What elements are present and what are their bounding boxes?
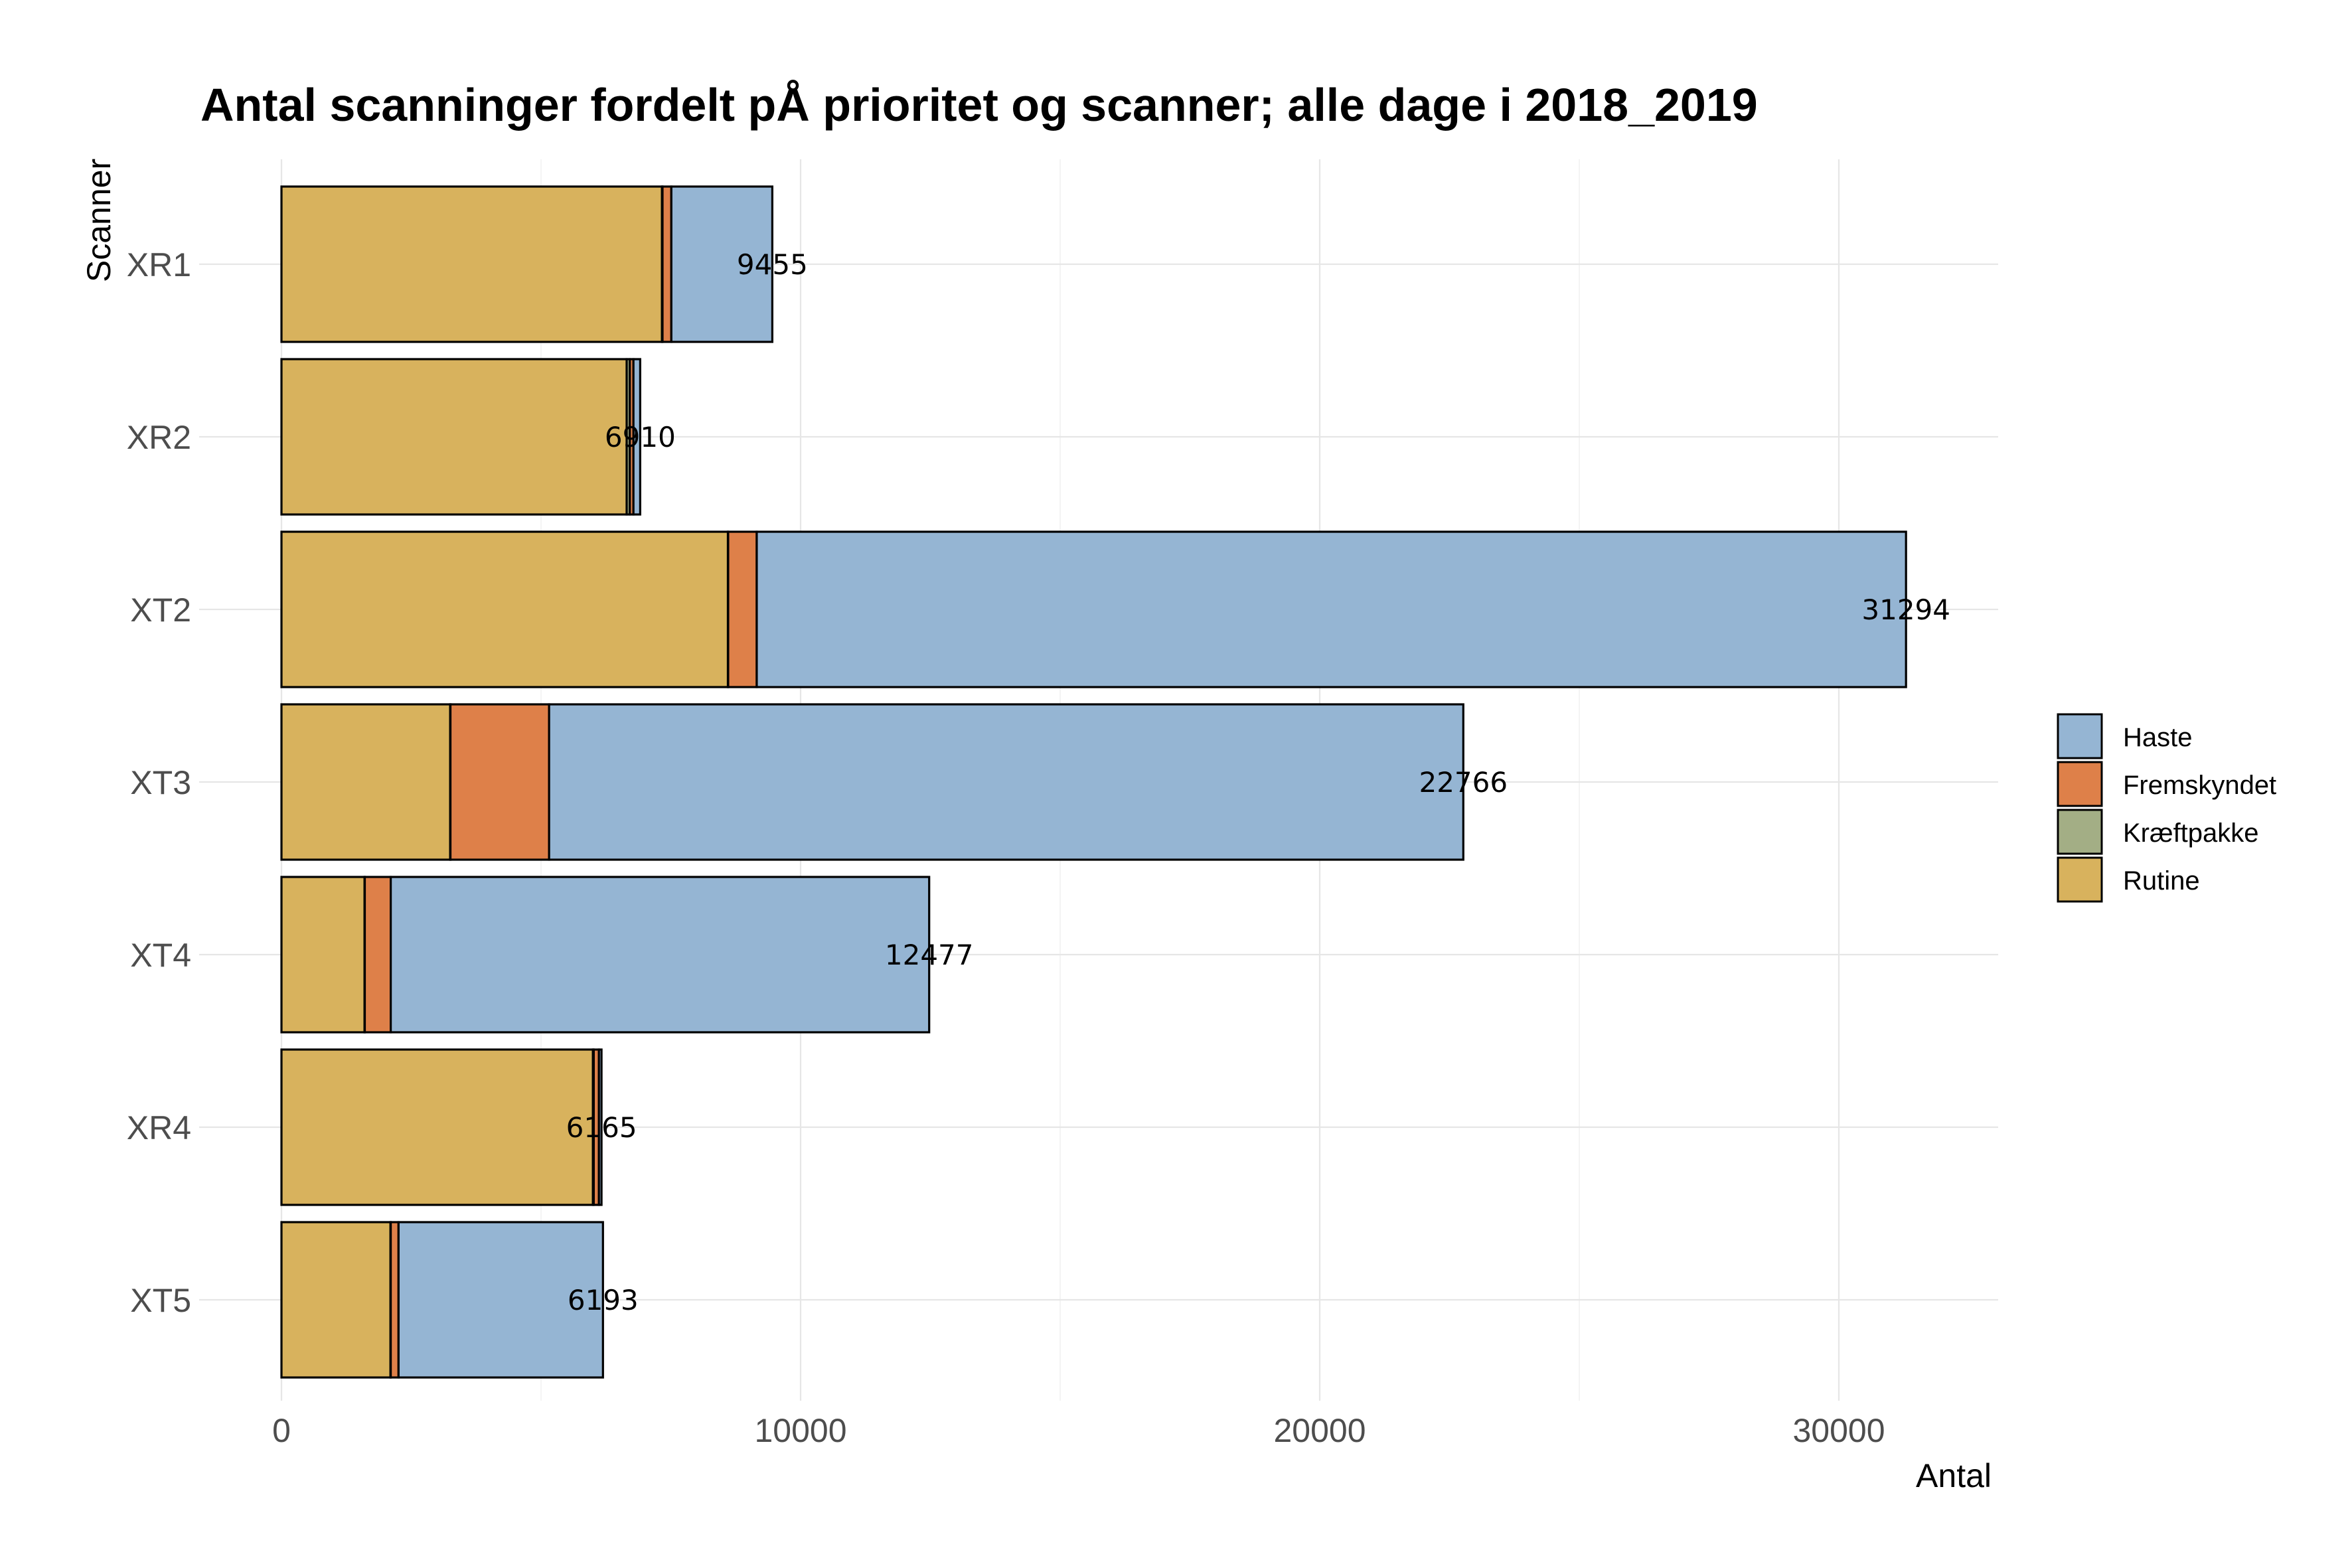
y-axis-title: Scanner [80,159,118,282]
bar-segment-xt4-fremskyndet [363,876,392,1034]
y-tick-label-xt5: XT5 [130,1282,191,1319]
bar-segment-xt2-fremskyndet [727,530,758,688]
total-label-xr1: 9455 [737,248,808,281]
y-tick-label-xt3: XT3 [130,764,191,801]
bar-segment-xr1-fremskyndet [661,185,672,343]
bar-segment-xt5-fremskyndet [390,1221,400,1379]
x-axis-tick-labels: 0 10000 20000 30000 [272,1412,1885,1449]
total-label-xr2: 6910 [605,421,676,453]
bar-segment-xr4-haste [597,1048,603,1206]
legend-key-1 [2057,761,2103,807]
total-label-xt4: 12477 [885,939,974,971]
bar-segment-xt3-haste [548,703,1464,861]
legend-label-0: Haste [2123,723,2193,752]
total-label-xt2: 31294 [1861,593,1950,626]
y-axis-tick-labels: XR1 XR2 XT2 XT3 XT4 XR4 XT5 [127,246,191,1319]
legend-label-2: Kræftpakke [2123,819,2259,848]
bars [280,185,1907,1379]
legend-key-0 [2057,713,2103,759]
bar-segment-xt5-rutine [280,1221,392,1379]
bar-segment-xt2-haste [755,530,1907,688]
legend-label-3: Rutine [2123,866,2200,896]
bar-segment-xt3-rutine [280,703,451,861]
bar-segment-xt5-haste [397,1221,604,1379]
bar-segment-xr1-rutine [280,185,663,343]
data-labels: 9455 6910 31294 22766 12477 6165 6193 [566,248,1950,1316]
x-tick-label: 20000 [1273,1412,1366,1449]
bar-segment-xr4-rutine [280,1048,594,1206]
y-tick-label-xr1: XR1 [127,246,191,283]
y-tick-label-xt4: XT4 [130,937,191,974]
bar-segment-xt3-fremskyndet [449,703,550,861]
legend: Haste Fremskyndet Kræftpakke Rutine [2057,713,2276,903]
legend-key-2 [2057,809,2103,855]
legend-key-3 [2057,856,2103,903]
y-tick-label-xt2: XT2 [130,591,191,629]
bar-segment-xr2-haste [632,358,641,516]
total-label-xr4: 6165 [566,1111,637,1144]
x-tick-label: 10000 [754,1412,846,1449]
y-tick-label-xr2: XR2 [127,419,191,456]
y-tick-label-xr4: XR4 [127,1109,191,1146]
bar-segment-xr2-rutine [280,358,628,516]
x-axis-title: Antal [1916,1457,1992,1494]
total-label-xt3: 22766 [1419,766,1508,799]
bar-segment-xr1-haste [670,185,773,343]
x-tick-label: 0 [272,1412,291,1449]
bar-segment-xt4-rutine [280,876,366,1034]
legend-label-1: Fremskyndet [2123,771,2276,800]
total-label-xt5: 6193 [568,1284,639,1316]
chart-title: Antal scanninger fordelt pÅ prioritet og… [200,79,1758,131]
x-tick-label: 30000 [1792,1412,1885,1449]
bar-segment-xt2-rutine [280,530,730,688]
bar-segment-xt4-haste [390,876,931,1034]
